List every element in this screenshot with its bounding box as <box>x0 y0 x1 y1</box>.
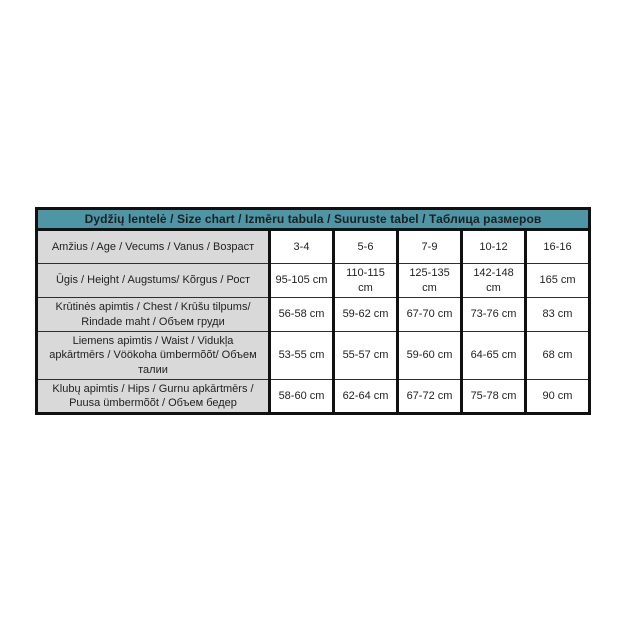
value-cell: 95-105 cm <box>268 263 335 298</box>
value-cell: 56-58 cm <box>268 297 335 332</box>
value-cell: 90 cm <box>524 378 591 415</box>
table-row-hips: Klubų apimtis / Hips / Gurnu apkārtmērs … <box>35 378 591 415</box>
row-label-waist: Liemens apimtis / Waist / Vidukļa apkārt… <box>35 331 271 380</box>
row-label-height: Ūgis / Height / Augstums/ Kõrgus / Рост <box>35 263 271 298</box>
row-label-chest: Krūtinės apimtis / Chest / Krūšu tilpums… <box>35 297 271 332</box>
title-row: Dydžių lentelė / Size chart / Izmēru tab… <box>35 207 591 231</box>
value-cell: 59-60 cm <box>396 331 463 380</box>
value-cell: 67-72 cm <box>396 378 463 415</box>
value-cell: 53-55 cm <box>268 331 335 380</box>
value-cell: 165 cm <box>524 263 591 298</box>
value-cell: 62-64 cm <box>332 378 399 415</box>
value-cell: 16-16 <box>524 229 591 264</box>
value-cell: 58-60 cm <box>268 378 335 415</box>
value-cell: 75-78 cm <box>460 378 527 415</box>
row-label-hips: Klubų apimtis / Hips / Gurnu apkārtmērs … <box>35 378 271 415</box>
value-cell: 55-57 cm <box>332 331 399 380</box>
row-label-age: Amžius / Age / Vecums / Vanus / Возраст <box>35 229 271 264</box>
value-cell: 68 cm <box>524 331 591 380</box>
table-row-age: Amžius / Age / Vecums / Vanus / Возраст … <box>35 229 591 264</box>
size-chart: Dydžių lentelė / Size chart / Izmēru tab… <box>35 207 591 416</box>
value-cell: 7-9 <box>396 229 463 264</box>
value-cell: 67-70 cm <box>396 297 463 332</box>
table-row-height: Ūgis / Height / Augstums/ Kõrgus / Рост … <box>35 263 591 298</box>
table-row-waist: Liemens apimtis / Waist / Vidukļa apkārt… <box>35 331 591 380</box>
value-cell: 110-115 cm <box>332 263 399 298</box>
value-cell: 5-6 <box>332 229 399 264</box>
value-cell: 125-135 cm <box>396 263 463 298</box>
value-cell: 64-65 cm <box>460 331 527 380</box>
size-chart-table: Dydžių lentelė / Size chart / Izmēru tab… <box>35 207 591 416</box>
value-cell: 59-62 cm <box>332 297 399 332</box>
value-cell: 3-4 <box>268 229 335 264</box>
value-cell: 83 cm <box>524 297 591 332</box>
value-cell: 10-12 <box>460 229 527 264</box>
size-chart-title: Dydžių lentelė / Size chart / Izmēru tab… <box>35 207 591 231</box>
value-cell: 73-76 cm <box>460 297 527 332</box>
table-row-chest: Krūtinės apimtis / Chest / Krūšu tilpums… <box>35 297 591 332</box>
value-cell: 142-148 cm <box>460 263 527 298</box>
